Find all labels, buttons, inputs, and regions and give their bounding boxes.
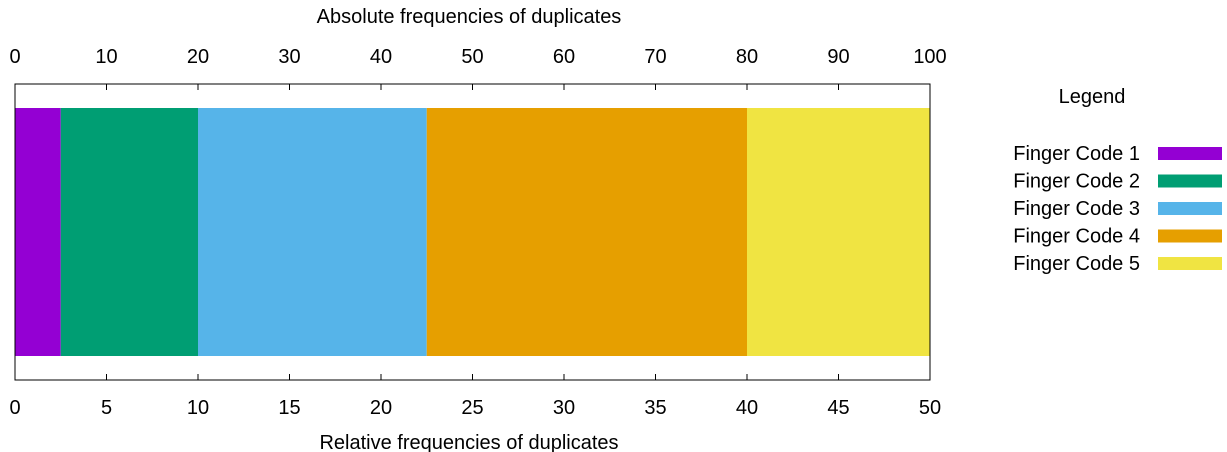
axis-tick-marks <box>14 84 931 380</box>
bar-segment-finger-code-5 <box>747 108 930 356</box>
top-tick-label: 90 <box>827 46 849 68</box>
bar-segment-finger-code-1 <box>15 108 61 356</box>
top-tick-label: 70 <box>644 46 666 68</box>
bottom-tick-label: 45 <box>827 397 849 419</box>
legend-title: Legend <box>1059 86 1126 108</box>
bottom-tick-label: 30 <box>553 397 575 419</box>
top-tick-label: 40 <box>370 46 392 68</box>
bottom-tick-label: 50 <box>919 397 941 419</box>
legend-swatch-finger-code-5 <box>1158 257 1222 270</box>
top-axis: 0 10 20 30 40 50 60 70 80 90 100 <box>9 46 946 68</box>
bottom-axis-title: Relative frequencies of duplicates <box>319 432 618 452</box>
bottom-tick-label: 20 <box>370 397 392 419</box>
top-tick-label: 60 <box>553 46 575 68</box>
legend-swatch-finger-code-2 <box>1158 174 1222 188</box>
bottom-tick-label: 15 <box>278 397 300 419</box>
bottom-tick-label: 0 <box>9 397 20 419</box>
legend-label-finger-code-1: Finger Code 1 <box>1013 143 1140 165</box>
legend-swatch-finger-code-4 <box>1158 229 1222 243</box>
bottom-tick-label: 40 <box>736 397 758 419</box>
bar-segment-finger-code-4 <box>426 108 747 356</box>
legend: Finger Code 1 Finger Code 2 Finger Code 3 F… <box>1013 143 1222 275</box>
legend-label-finger-code-4: Finger Code 4 <box>1013 226 1140 248</box>
top-tick-label: 50 <box>461 46 483 68</box>
top-tick-label: 100 <box>913 46 946 68</box>
legend-label-finger-code-5: Finger Code 5 <box>1013 253 1140 275</box>
legend-swatch-finger-code-1 <box>1158 147 1222 160</box>
top-tick-label: 10 <box>95 46 117 68</box>
stacked-bar <box>15 108 930 356</box>
bottom-tick-label: 10 <box>187 397 209 419</box>
legend-swatch-finger-code-3 <box>1158 202 1222 215</box>
top-axis-title: Absolute frequencies of duplicates <box>317 6 622 28</box>
bar-segment-finger-code-3 <box>198 108 427 356</box>
legend-label-finger-code-2: Finger Code 2 <box>1013 171 1140 193</box>
top-tick-label: 20 <box>187 46 209 68</box>
top-tick-label: 30 <box>278 46 300 68</box>
bottom-tick-label: 35 <box>644 397 666 419</box>
bar-segment-finger-code-2 <box>60 108 198 356</box>
bottom-tick-label: 25 <box>461 397 483 419</box>
top-tick-label: 0 <box>9 46 20 68</box>
bottom-axis: 0 5 10 15 20 25 30 35 40 45 50 <box>9 397 941 419</box>
legend-label-finger-code-3: Finger Code 3 <box>1013 198 1140 220</box>
bottom-tick-label: 5 <box>101 397 112 419</box>
top-tick-label: 80 <box>736 46 758 68</box>
